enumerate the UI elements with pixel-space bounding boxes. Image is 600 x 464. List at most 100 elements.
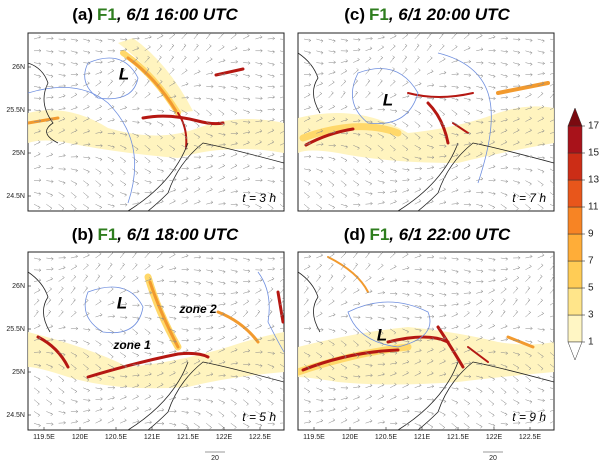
wind-vector — [33, 422, 41, 428]
wind-vector — [365, 275, 372, 282]
wind-vector — [144, 362, 153, 366]
wind-vector — [169, 177, 177, 182]
wind-vector — [463, 176, 471, 181]
wind-vector — [390, 407, 398, 412]
wind-vector — [144, 304, 153, 308]
wind-vector — [242, 164, 250, 170]
wind-vector — [132, 383, 140, 389]
wind-vector — [353, 315, 361, 320]
wind-vector — [426, 121, 433, 128]
wind-vector — [230, 163, 238, 170]
wind-vector — [389, 55, 395, 63]
wind-vector — [144, 407, 152, 412]
wind-vector — [242, 422, 250, 429]
wind-vector — [193, 268, 202, 273]
wind-vector — [83, 71, 91, 76]
wind-vector — [144, 277, 152, 282]
wind-vector — [267, 257, 276, 261]
colorbar-band — [567, 206, 583, 235]
low-marker: L — [377, 325, 387, 344]
wind-vector — [451, 109, 458, 116]
wind-vector — [193, 281, 202, 286]
wind-vector — [390, 304, 398, 309]
wind-vector — [476, 335, 483, 341]
wind-vector — [206, 164, 214, 170]
wind-vector — [316, 398, 324, 403]
wind-vector — [58, 286, 64, 294]
wind-vector — [230, 399, 237, 406]
wind-vector — [353, 132, 361, 137]
wind-vector — [463, 300, 471, 306]
wind-vector — [230, 361, 239, 365]
wind-vector — [193, 155, 202, 159]
wind-vector — [218, 45, 225, 52]
wind-vector — [242, 33, 250, 40]
wind-vector — [83, 418, 91, 424]
wind-vector — [58, 106, 66, 111]
wind-vector — [107, 38, 116, 43]
wind-vector — [439, 303, 447, 308]
wind-vector — [58, 363, 65, 370]
wind-vector — [206, 144, 214, 148]
wind-vector — [451, 163, 459, 170]
wind-vector — [476, 375, 484, 380]
wind-vector — [119, 68, 126, 75]
wind-vector — [181, 359, 189, 365]
colorbar-extension — [567, 107, 583, 127]
wind-vector — [365, 67, 371, 75]
wind-vector — [500, 36, 509, 40]
wind-vector — [279, 268, 284, 271]
wind-vector — [95, 144, 103, 148]
wind-vector — [33, 85, 42, 90]
wind-vector — [230, 269, 238, 274]
wind-vector — [132, 373, 140, 377]
wind-vector — [402, 422, 410, 427]
wind-vector — [402, 80, 409, 87]
wind-vector — [95, 364, 102, 371]
wind-vector — [426, 327, 435, 331]
wind-vector — [328, 397, 337, 401]
wind-vector — [169, 422, 177, 427]
wind-vector — [414, 370, 422, 377]
wind-vector — [463, 423, 470, 430]
wind-vector — [107, 49, 116, 53]
wind-vector — [33, 74, 42, 79]
wind-vector — [218, 85, 226, 90]
wind-vector — [193, 422, 201, 429]
wind-vector — [476, 109, 484, 115]
wind-vector — [267, 50, 276, 54]
wind-vector — [70, 128, 78, 134]
wind-vector — [46, 62, 54, 67]
wind-vector — [353, 288, 360, 294]
wind-vector — [83, 352, 90, 359]
wind-vector — [353, 105, 361, 111]
wind-vector — [33, 119, 42, 123]
wind-vector — [328, 274, 334, 282]
wind-vector — [132, 191, 140, 196]
wind-vector — [414, 383, 422, 389]
wind-vector — [500, 363, 508, 369]
wind-vector — [83, 156, 91, 160]
map-frame — [27, 251, 285, 431]
wind-vector — [95, 407, 103, 412]
wind-vector — [230, 348, 238, 353]
wind-vector — [120, 315, 128, 320]
wind-vector — [156, 156, 164, 163]
wind-vector — [132, 252, 138, 259]
wind-vector — [488, 268, 496, 273]
wind-vector — [169, 67, 175, 75]
wind-vector — [525, 399, 533, 404]
wind-vector — [230, 131, 239, 136]
wind-vector — [463, 399, 471, 406]
wind-vector — [512, 117, 520, 122]
wind-vector — [377, 252, 383, 259]
wind-vector — [144, 340, 152, 346]
wind-vector — [230, 176, 238, 181]
wind-vector — [169, 395, 177, 400]
wind-vector — [279, 327, 284, 330]
wind-vector — [537, 129, 545, 134]
wind-vector — [512, 192, 520, 198]
wind-vector — [328, 312, 336, 318]
wind-vector — [132, 46, 140, 52]
wind-vector — [328, 352, 335, 359]
